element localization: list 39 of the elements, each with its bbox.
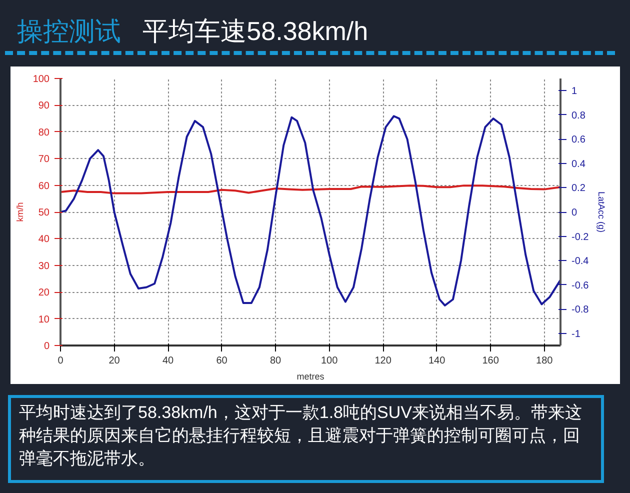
- y2-tick-label: -0.6: [572, 280, 590, 292]
- y2-tick-label: 0: [572, 208, 578, 218]
- y2-tick-label: -0.4: [572, 256, 590, 268]
- x-tick-label: 160: [482, 356, 500, 366]
- y2-tick-label: 1: [572, 86, 578, 98]
- x-tick-label: 80: [270, 356, 282, 366]
- y2-tick-label: 0.8: [572, 110, 586, 122]
- y-tick-label: 80: [38, 127, 50, 138]
- y2-tick-label: -0.2: [572, 232, 590, 243]
- y-tick-label: 60: [38, 180, 50, 192]
- y-tick-label: 10: [38, 314, 50, 326]
- chart-title: 操控测试: [17, 16, 121, 46]
- y-tick-label: 40: [38, 234, 50, 246]
- y2-tick-label: 0.4: [572, 158, 586, 170]
- y-axis-title: km/h: [14, 202, 25, 222]
- x-tick-label: 140: [428, 356, 446, 366]
- x-tick-label: 60: [216, 356, 228, 366]
- y-tick-label: 30: [38, 260, 50, 272]
- x-tick-label: 100: [320, 356, 338, 366]
- y2-tick-label: 0.2: [572, 183, 586, 194]
- y2-tick-label: -0.8: [572, 304, 590, 316]
- x-tick-label: 20: [108, 356, 120, 366]
- line-series: [60, 184, 560, 194]
- x-tick-label: 180: [536, 356, 554, 366]
- x-tick-label: 120: [374, 356, 392, 366]
- y-tick-label: 90: [38, 100, 50, 112]
- y2-tick-label: -1: [572, 328, 581, 340]
- y-tick-label: 20: [38, 288, 50, 299]
- y-tick-label: 70: [38, 154, 50, 166]
- x-tick-label: 0: [58, 356, 64, 366]
- text: 平均时速达到了58.38km/h，这对于一款1.8吨的SUV来说相当不易。带来这种结果的原因来自它的悬挂行程较短，且避震对于弹簧的控制可圈可点，回弹毫不拖泥带水。: [19, 402, 583, 470]
- y-tick-label: 0: [44, 341, 50, 352]
- y-tick-label: 50: [38, 208, 50, 218]
- x-tick-label: 40: [162, 356, 174, 366]
- y2-axis-title: LatAcc (g): [596, 191, 607, 233]
- x-axis-title: metres: [296, 372, 325, 382]
- y2-tick-label: 0.6: [572, 134, 586, 146]
- y-tick-label: 100: [32, 74, 50, 85]
- chart-subtitle: 平均车速58.38km/h: [142, 16, 368, 46]
